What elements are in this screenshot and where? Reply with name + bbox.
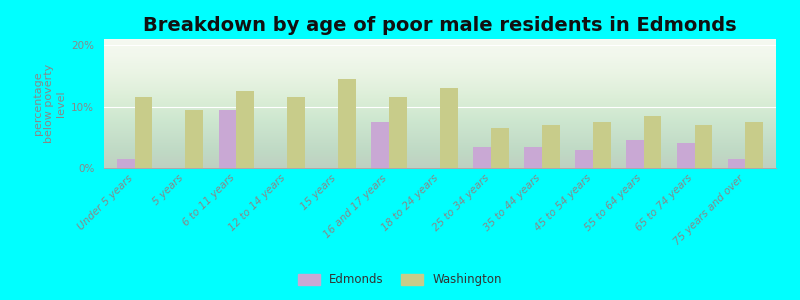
Bar — [236, 91, 254, 168]
Legend: Edmonds, Washington: Edmonds, Washington — [294, 269, 506, 291]
Bar — [389, 98, 407, 168]
Bar — [728, 159, 746, 168]
Bar — [473, 146, 491, 168]
Bar — [524, 146, 542, 168]
Bar — [186, 110, 203, 168]
Bar — [694, 125, 712, 168]
Bar — [593, 122, 610, 168]
Title: Breakdown by age of poor male residents in Edmonds: Breakdown by age of poor male residents … — [143, 16, 737, 35]
Bar — [746, 122, 763, 168]
Y-axis label: percentage
below poverty
level: percentage below poverty level — [33, 64, 66, 143]
Bar — [575, 150, 593, 168]
Bar — [542, 125, 560, 168]
Bar — [218, 110, 236, 168]
Bar — [440, 88, 458, 168]
Bar — [287, 98, 305, 168]
Bar — [338, 79, 356, 168]
Bar — [117, 159, 134, 168]
Bar — [134, 98, 152, 168]
Bar — [626, 140, 644, 168]
Bar — [644, 116, 662, 168]
Bar — [491, 128, 509, 168]
Bar — [371, 122, 389, 168]
Bar — [677, 143, 694, 168]
